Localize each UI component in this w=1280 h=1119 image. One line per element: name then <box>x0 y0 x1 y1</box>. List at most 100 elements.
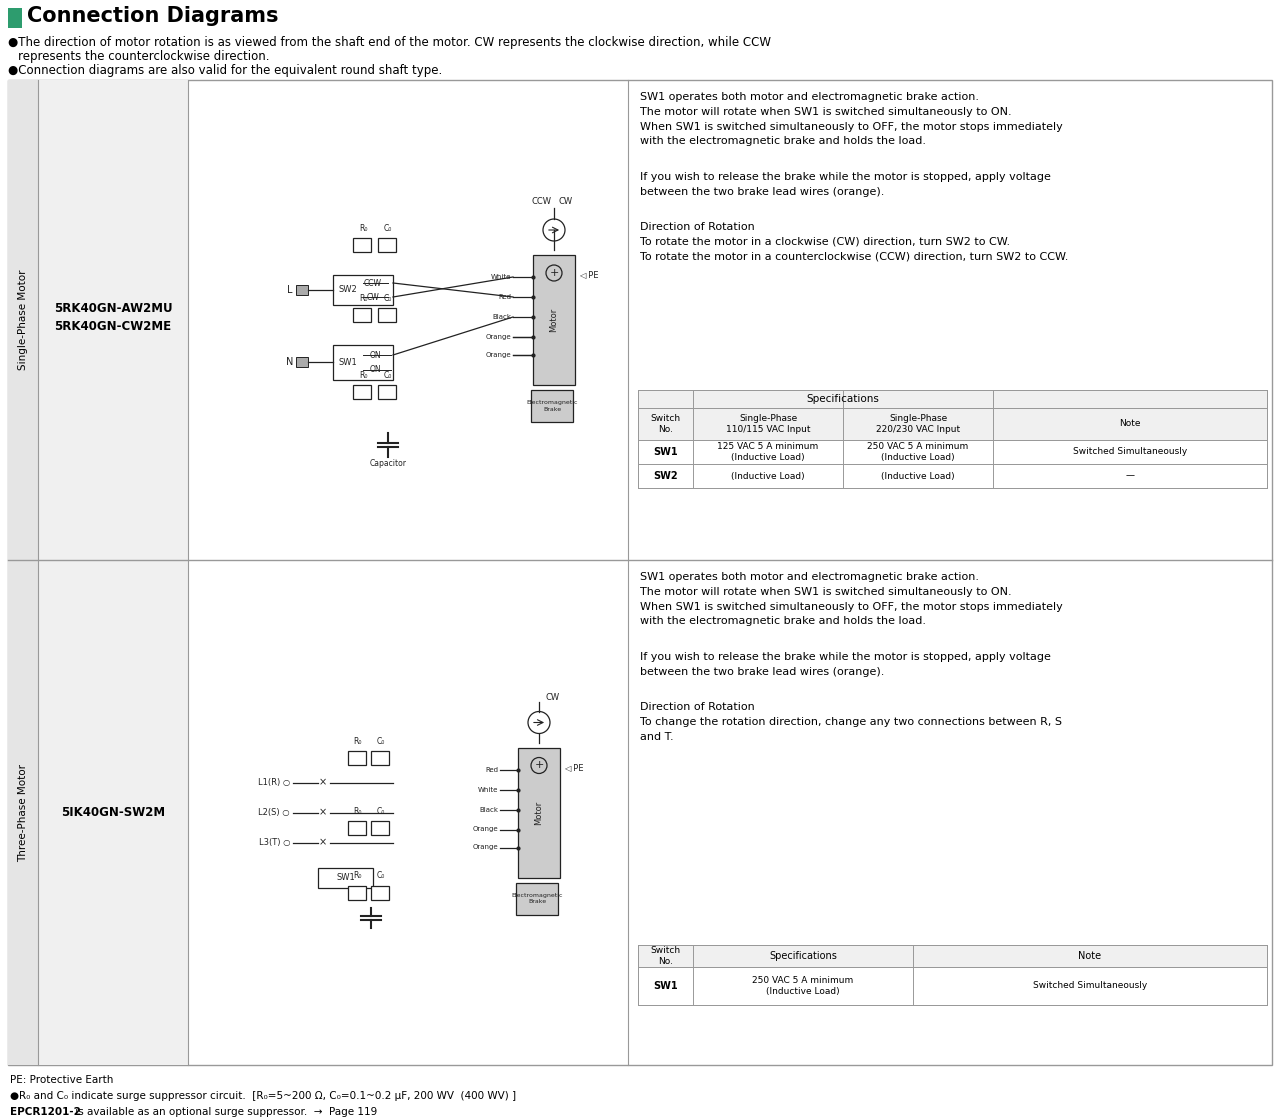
Bar <box>516 883 558 914</box>
Text: Orange: Orange <box>472 845 498 850</box>
Text: is available as an optional surge suppressor.  →  Page 119: is available as an optional surge suppre… <box>72 1107 378 1117</box>
Text: PE: Protective Earth: PE: Protective Earth <box>10 1075 114 1085</box>
Text: R₀: R₀ <box>358 294 367 303</box>
Bar <box>8 79 38 560</box>
Text: SW1: SW1 <box>339 358 357 367</box>
Text: represents the counterclockwise direction.: represents the counterclockwise directio… <box>18 50 270 63</box>
Text: Direction of Rotation
To rotate the motor in a clockwise (CW) direction, turn SW: Direction of Rotation To rotate the moto… <box>640 222 1069 262</box>
Text: SW1 operates both motor and electromagnetic brake action.
The motor will rotate : SW1 operates both motor and electromagne… <box>640 92 1062 147</box>
Text: +: + <box>534 761 544 771</box>
Text: C₀: C₀ <box>384 294 392 303</box>
Bar <box>348 751 366 764</box>
Bar <box>353 238 371 252</box>
Text: SW1 operates both motor and electromagnetic brake action.
The motor will rotate : SW1 operates both motor and electromagne… <box>640 572 1062 627</box>
Bar <box>348 885 366 900</box>
Bar <box>371 820 389 835</box>
Text: Switch
No.: Switch No. <box>650 946 681 966</box>
Text: 250 VAC 5 A minimum
(Inductive Load): 250 VAC 5 A minimum (Inductive Load) <box>868 442 969 462</box>
Bar <box>637 408 1267 440</box>
Bar <box>38 79 188 560</box>
Text: Switched Simultaneously: Switched Simultaneously <box>1033 981 1147 990</box>
Bar <box>333 275 393 305</box>
Bar <box>637 967 1267 1005</box>
Text: Specifications: Specifications <box>806 394 879 404</box>
Text: Three-Phase Motor: Three-Phase Motor <box>18 763 28 862</box>
Text: Capacitor: Capacitor <box>370 459 407 468</box>
Text: Black: Black <box>479 807 498 812</box>
Bar <box>353 308 371 322</box>
Text: ●The direction of motor rotation is as viewed from the shaft end of the motor. C: ●The direction of motor rotation is as v… <box>8 36 771 49</box>
Text: SW1: SW1 <box>653 446 678 457</box>
Bar <box>378 385 396 399</box>
Text: Switched Simultaneously: Switched Simultaneously <box>1073 448 1187 457</box>
Text: L2(S) ○: L2(S) ○ <box>259 808 291 817</box>
Text: White: White <box>477 787 498 792</box>
Text: CCW: CCW <box>532 197 552 206</box>
Text: R₀: R₀ <box>353 807 362 816</box>
Text: L1(R) ○: L1(R) ○ <box>257 778 291 787</box>
Text: L3(T) ○: L3(T) ○ <box>259 838 291 847</box>
Text: C₀: C₀ <box>376 736 385 745</box>
Bar <box>353 385 371 399</box>
Bar <box>317 867 372 887</box>
Text: 250 VAC 5 A minimum
(Inductive Load): 250 VAC 5 A minimum (Inductive Load) <box>753 976 854 996</box>
Text: Note: Note <box>1119 420 1140 429</box>
Bar <box>296 357 308 367</box>
Text: CCW: CCW <box>364 279 381 288</box>
Bar <box>333 345 393 380</box>
Text: ON: ON <box>369 350 381 359</box>
Text: Single-Phase Motor: Single-Phase Motor <box>18 270 28 370</box>
Text: CW: CW <box>366 292 379 301</box>
Bar <box>378 308 396 322</box>
Text: SW2: SW2 <box>339 285 357 294</box>
Text: ON: ON <box>369 366 381 375</box>
Bar <box>8 79 1272 1065</box>
Text: Red: Red <box>498 294 511 300</box>
Text: SW1: SW1 <box>653 981 678 991</box>
Text: 5IK40GN-SW2M: 5IK40GN-SW2M <box>61 806 165 819</box>
Text: Electromagnetic
Brake: Electromagnetic Brake <box>526 401 577 412</box>
Text: +: + <box>549 267 558 278</box>
Text: ●Connection diagrams are also valid for the equivalent round shaft type.: ●Connection diagrams are also valid for … <box>8 64 443 77</box>
Bar <box>531 391 573 422</box>
Text: CW: CW <box>547 693 561 702</box>
Bar <box>637 391 1267 408</box>
Text: C₀: C₀ <box>384 224 392 233</box>
Bar <box>378 238 396 252</box>
Text: (Inductive Load): (Inductive Load) <box>881 471 955 480</box>
Text: 125 VAC 5 A minimum
(Inductive Load): 125 VAC 5 A minimum (Inductive Load) <box>717 442 819 462</box>
Text: ◁ PE: ◁ PE <box>564 763 584 772</box>
Bar <box>8 560 38 1065</box>
Text: Connection Diagrams: Connection Diagrams <box>27 6 279 26</box>
Text: —: — <box>1125 471 1134 480</box>
Text: Orange: Orange <box>472 827 498 833</box>
Bar <box>371 751 389 764</box>
Text: R₀: R₀ <box>353 736 362 745</box>
Text: Switch
No.: Switch No. <box>650 414 681 434</box>
Text: If you wish to release the brake while the motor is stopped, apply voltage
betwe: If you wish to release the brake while t… <box>640 652 1051 677</box>
Bar <box>371 885 389 900</box>
Text: Single-Phase
220/230 VAC Input: Single-Phase 220/230 VAC Input <box>876 414 960 434</box>
Text: L: L <box>288 285 293 295</box>
Text: Red: Red <box>485 767 498 772</box>
Text: N: N <box>285 357 293 367</box>
Text: R₀: R₀ <box>358 224 367 233</box>
Text: C₀: C₀ <box>376 872 385 881</box>
Text: ×: × <box>319 837 328 847</box>
Text: SW2: SW2 <box>653 471 678 481</box>
Bar <box>637 464 1267 488</box>
Text: Black: Black <box>492 314 511 320</box>
Text: Direction of Rotation
To change the rotation direction, change any two connectio: Direction of Rotation To change the rota… <box>640 702 1062 742</box>
Text: C₀: C₀ <box>384 372 392 380</box>
Text: ●R₀ and C₀ indicate surge suppressor circuit.  [R₀=5~200 Ω, C₀=0.1~0.2 μF, 200 W: ●R₀ and C₀ indicate surge suppressor cir… <box>10 1091 516 1101</box>
Text: SW1: SW1 <box>337 873 355 882</box>
Bar <box>348 820 366 835</box>
Text: ×: × <box>319 808 328 818</box>
Text: EPCR1201-2: EPCR1201-2 <box>10 1107 81 1117</box>
Bar <box>637 440 1267 464</box>
Text: Motor: Motor <box>549 308 558 332</box>
Text: If you wish to release the brake while the motor is stopped, apply voltage
betwe: If you wish to release the brake while t… <box>640 172 1051 197</box>
Text: Note: Note <box>1079 951 1102 961</box>
Text: Electromagnetic
Brake: Electromagnetic Brake <box>511 893 563 904</box>
Text: R₀: R₀ <box>358 372 367 380</box>
